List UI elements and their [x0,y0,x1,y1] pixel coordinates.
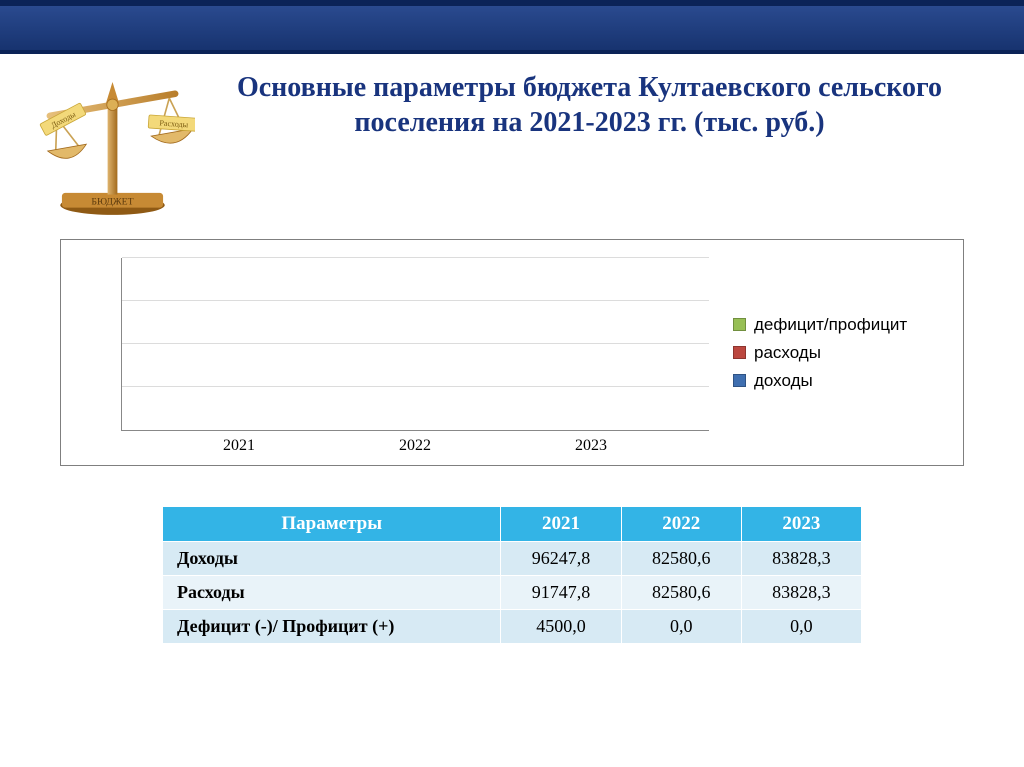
row-label: Расходы [163,576,501,610]
budget-chart: 2021 2022 2023 дефицит/профицит расходы дохо… [60,239,964,466]
x-label: 2022 [376,437,454,455]
header: БЮДЖЕТ [0,54,1024,229]
legend-label: расходы [754,343,821,363]
legend-swatch [733,318,746,331]
x-label: 2023 [552,437,630,455]
cell: 83828,3 [741,576,861,610]
row-label: Доходы [163,542,501,576]
col-header-year: 2023 [741,507,861,542]
cell: 0,0 [621,610,741,644]
chart-plot: 2021 2022 2023 [61,240,723,465]
col-header-params: Параметры [163,507,501,542]
legend-label: дефицит/профицит [754,315,907,335]
legend-item-expense: расходы [733,343,963,363]
cell: 91747,8 [501,576,621,610]
cell: 0,0 [741,610,861,644]
base-label: БЮДЖЕТ [91,196,133,207]
col-header-year: 2021 [501,507,621,542]
cell: 82580,6 [621,542,741,576]
page-title: Основные параметры бюджета Култаевского … [195,64,984,140]
legend-item-balance: дефицит/профицит [733,315,963,335]
legend-swatch [733,346,746,359]
top-banner [0,0,1024,54]
row-label: Дефицит (-)/ Профицит (+) [163,610,501,644]
chart-legend: дефицит/профицит расходы доходы [723,240,963,465]
cell: 82580,6 [621,576,741,610]
legend-item-income: доходы [733,371,963,391]
legend-label: доходы [754,371,813,391]
cell: 96247,8 [501,542,621,576]
cell: 4500,0 [501,610,621,644]
data-table: Параметры202120222023 Доходы96247,882580,… [162,506,862,644]
budget-scale-icon: БЮДЖЕТ [30,64,195,219]
x-label: 2021 [200,437,278,455]
cell: 83828,3 [741,542,861,576]
col-header-year: 2022 [621,507,741,542]
legend-swatch [733,374,746,387]
